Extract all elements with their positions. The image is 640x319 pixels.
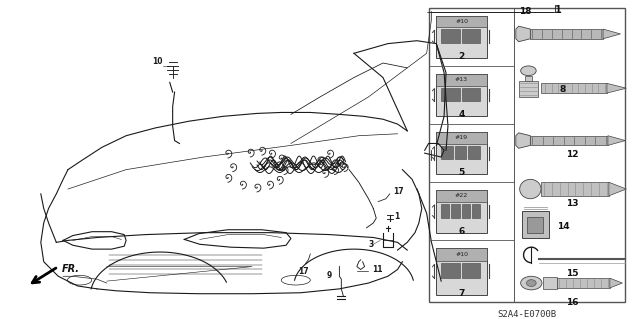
Ellipse shape: [521, 276, 542, 290]
Bar: [468, 146, 480, 160]
Bar: [451, 204, 460, 218]
Text: S2A4-E0700B: S2A4-E0700B: [497, 310, 557, 319]
Bar: [436, 16, 487, 27]
Bar: [541, 83, 607, 93]
Bar: [531, 136, 608, 145]
Text: #10: #10: [455, 252, 468, 257]
Bar: [461, 29, 480, 43]
Bar: [436, 248, 487, 295]
Text: #19: #19: [455, 135, 468, 140]
Bar: [461, 263, 480, 278]
Polygon shape: [516, 26, 531, 42]
Bar: [436, 74, 487, 116]
Text: 17: 17: [393, 188, 403, 197]
Text: #10: #10: [455, 19, 468, 24]
Text: 8: 8: [559, 85, 566, 94]
Text: 11: 11: [372, 265, 383, 274]
Text: 5: 5: [458, 168, 465, 177]
Text: 12: 12: [566, 150, 579, 159]
Bar: [436, 74, 487, 85]
Bar: [436, 16, 487, 58]
Ellipse shape: [527, 280, 536, 286]
Text: 10: 10: [152, 56, 163, 66]
Text: 2: 2: [458, 52, 465, 61]
Bar: [557, 278, 610, 288]
Text: 16: 16: [566, 298, 579, 307]
Text: 15: 15: [566, 269, 579, 278]
Text: 1: 1: [555, 5, 561, 15]
Polygon shape: [610, 278, 623, 288]
Text: 7: 7: [458, 289, 465, 298]
Polygon shape: [607, 83, 627, 93]
Text: FR.: FR.: [62, 264, 80, 274]
Bar: [455, 146, 467, 160]
Text: 4: 4: [458, 110, 465, 119]
Text: 3: 3: [368, 240, 373, 249]
Bar: [441, 29, 460, 43]
Text: 9: 9: [326, 271, 332, 280]
Bar: [436, 132, 487, 144]
Bar: [436, 132, 487, 174]
Bar: [436, 248, 487, 261]
Bar: [472, 204, 480, 218]
Bar: [522, 211, 548, 239]
Bar: [441, 87, 460, 101]
Bar: [436, 190, 487, 233]
Polygon shape: [608, 136, 625, 145]
Bar: [461, 204, 470, 218]
Bar: [441, 146, 453, 160]
Text: #13: #13: [455, 77, 468, 82]
Bar: [436, 190, 487, 202]
Bar: [527, 217, 543, 233]
Text: 18: 18: [519, 7, 531, 17]
Text: 6: 6: [458, 226, 465, 235]
Bar: [525, 76, 532, 81]
Text: 14: 14: [557, 222, 570, 231]
Text: 1: 1: [395, 212, 400, 221]
Polygon shape: [609, 182, 627, 196]
Text: 17: 17: [298, 267, 309, 276]
Bar: [543, 277, 557, 289]
Polygon shape: [603, 29, 621, 39]
Ellipse shape: [520, 179, 541, 199]
Polygon shape: [516, 133, 531, 148]
Bar: [541, 182, 609, 196]
Bar: [429, 8, 625, 302]
Text: #22: #22: [455, 193, 468, 198]
Bar: [441, 204, 449, 218]
Bar: [531, 29, 603, 39]
Ellipse shape: [521, 66, 536, 76]
Text: 13: 13: [566, 199, 579, 208]
Bar: [519, 81, 538, 97]
Bar: [441, 263, 460, 278]
Bar: [461, 87, 480, 101]
